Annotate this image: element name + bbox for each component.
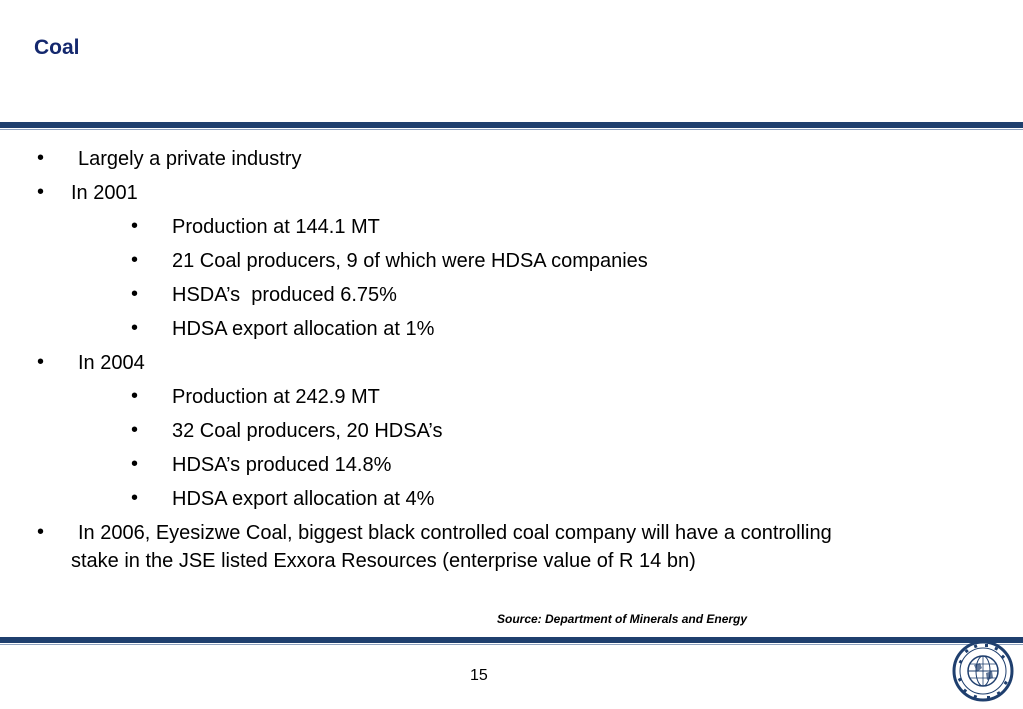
bullet-in-2001: In 2001 xyxy=(71,182,138,204)
bullet-private-industry: Largely a private industry xyxy=(78,148,302,170)
sub-bullet-producers-2001: 21 Coal producers, 9 of which were HDSA … xyxy=(172,250,648,272)
bullet-icon: • xyxy=(131,487,139,509)
bullet-in-2006-line1: In 2006, Eyesizwe Coal, biggest black co… xyxy=(78,522,832,544)
sub-bullet-producers-2004: 32 Coal producers, 20 HDSA’s xyxy=(172,420,443,442)
bullet-icon: • xyxy=(131,317,139,339)
bottom-divider-thin xyxy=(0,644,1023,645)
sub-bullet-production-2004: Production at 242.9 MT xyxy=(172,386,380,408)
top-divider xyxy=(0,122,1023,128)
bullet-icon: • xyxy=(131,385,139,407)
bullet-icon: • xyxy=(131,249,139,271)
bullet-icon: • xyxy=(131,283,139,305)
globe-seal-icon xyxy=(952,638,1014,704)
slide-title: Coal xyxy=(34,36,80,59)
sub-bullet-export-2001: HDSA export allocation at 1% xyxy=(172,318,435,340)
bullet-icon: • xyxy=(131,215,139,237)
sub-bullet-production-2001: Production at 144.1 MT xyxy=(172,216,380,238)
top-divider-thin xyxy=(0,129,1023,130)
bullet-icon: • xyxy=(131,419,139,441)
sub-bullet-hdsa-produced-2004: HDSA’s produced 14.8% xyxy=(172,454,392,476)
bullet-in-2006-line2: stake in the JSE listed Exxora Resources… xyxy=(71,550,696,572)
bottom-divider xyxy=(0,637,1023,643)
source-note: Source: Department of Minerals and Energ… xyxy=(497,612,748,626)
bullet-icon: • xyxy=(37,147,45,169)
bullet-icon: • xyxy=(37,521,45,543)
sub-bullet-hsda-produced-2001: HSDA’s produced 6.75% xyxy=(172,284,397,306)
bullet-icon: • xyxy=(131,453,139,475)
bullet-icon: • xyxy=(37,181,45,203)
bullet-icon: • xyxy=(37,351,45,373)
sub-bullet-export-2004: HDSA export allocation at 4% xyxy=(172,488,435,510)
page-number: 15 xyxy=(470,667,488,684)
bullet-in-2004: In 2004 xyxy=(78,352,145,374)
